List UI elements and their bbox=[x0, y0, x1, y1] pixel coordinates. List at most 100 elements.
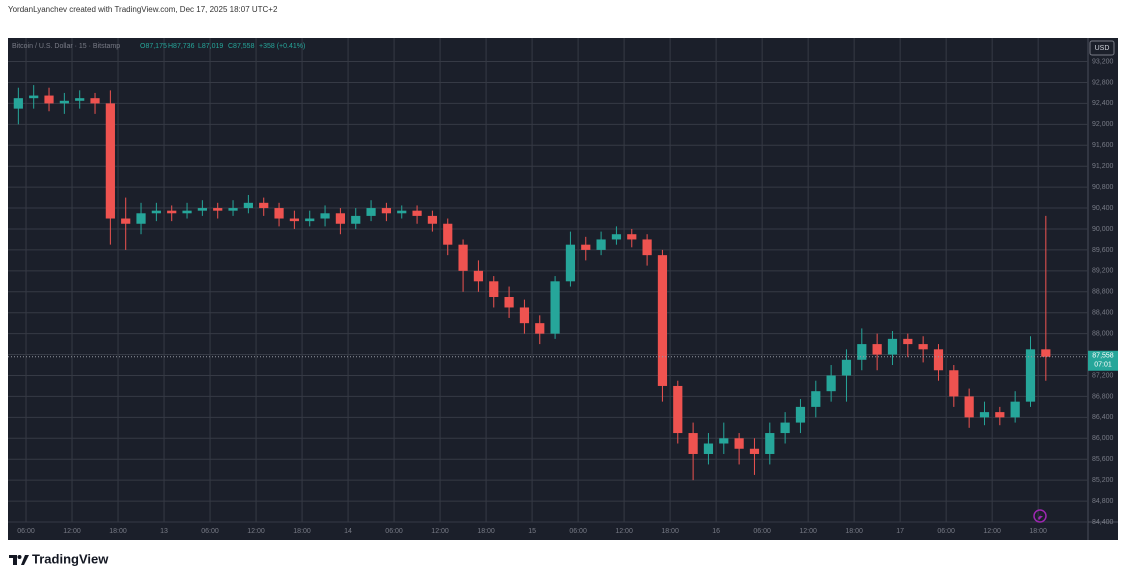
candles bbox=[13, 85, 1051, 481]
x-tick-label: 18:00 bbox=[477, 528, 495, 535]
x-tick-label: 06:00 bbox=[569, 528, 587, 535]
last-price-box bbox=[1088, 350, 1118, 371]
x-tick-label: 06:00 bbox=[753, 528, 771, 535]
candle-body bbox=[519, 307, 530, 324]
x-tick-label: 18:00 bbox=[845, 528, 863, 535]
candle-body bbox=[259, 202, 269, 209]
candle-body bbox=[857, 344, 867, 360]
candle-body bbox=[611, 234, 622, 240]
candle-body bbox=[473, 270, 484, 282]
legend-change: +358 (+0.41%) bbox=[259, 43, 305, 50]
candle-body bbox=[274, 208, 284, 219]
y-tick-label: 86,800 bbox=[1092, 393, 1114, 400]
candle-body bbox=[949, 370, 959, 397]
x-tick-label: 12:00 bbox=[247, 528, 265, 535]
candle-body bbox=[167, 210, 177, 214]
y-tick-label: 84,400 bbox=[1092, 519, 1114, 526]
attribution: YordanLyanchev created with TradingView.… bbox=[8, 5, 278, 14]
candle-body bbox=[749, 448, 760, 454]
x-tick-label: 14 bbox=[344, 528, 352, 535]
overlay: Bitcoin / U.S. Dollar · 15 · Bitstamp O8… bbox=[8, 40, 1118, 523]
x-tick-label: 12:00 bbox=[983, 528, 1001, 535]
candle-body bbox=[872, 344, 882, 355]
candle-body bbox=[489, 281, 499, 298]
candle-body bbox=[642, 239, 652, 256]
candle-body bbox=[657, 255, 668, 386]
legend-close: C87,558 bbox=[228, 43, 255, 50]
replay-icon[interactable] bbox=[1033, 509, 1047, 523]
candle-body bbox=[136, 213, 146, 224]
x-tick-label: 15 bbox=[528, 528, 536, 535]
candle-body bbox=[1025, 349, 1036, 402]
candle-body bbox=[121, 218, 131, 224]
x-tick-label: 13 bbox=[160, 528, 168, 535]
x-tick-label: 18:00 bbox=[661, 528, 679, 535]
y-tick-label: 87,200 bbox=[1092, 372, 1114, 379]
symbol-title: Bitcoin / U.S. Dollar · 15 · Bitstamp bbox=[12, 43, 120, 50]
candle-body bbox=[719, 438, 729, 444]
candle-body bbox=[979, 412, 990, 418]
candle-body bbox=[443, 223, 453, 245]
y-tick-label: 88,400 bbox=[1092, 310, 1114, 317]
candle-body bbox=[565, 244, 576, 282]
candle-body bbox=[29, 95, 39, 99]
currency-box[interactable] bbox=[1089, 40, 1115, 56]
candle-body bbox=[933, 349, 944, 371]
y-tick-label: 89,200 bbox=[1092, 268, 1114, 275]
y-tick-label: 88,000 bbox=[1092, 330, 1114, 337]
candle-body bbox=[535, 323, 545, 334]
y-tick-label: 84,800 bbox=[1092, 498, 1114, 505]
candle-body bbox=[964, 396, 974, 418]
candle-body bbox=[1010, 401, 1020, 418]
footer-brand: TradingView bbox=[32, 551, 109, 566]
y-tick-label: 90,800 bbox=[1092, 184, 1114, 191]
y-tick-label: 91,200 bbox=[1092, 163, 1114, 170]
candle-body bbox=[335, 213, 345, 224]
candle-body bbox=[780, 422, 790, 434]
candle-body bbox=[412, 210, 422, 216]
candle-body bbox=[995, 412, 1005, 418]
candle-body bbox=[228, 208, 238, 211]
y-tick-label: 88,800 bbox=[1092, 289, 1114, 296]
candle-body bbox=[213, 208, 223, 211]
x-tick-label: 18:00 bbox=[109, 528, 127, 535]
candle-body bbox=[90, 98, 100, 104]
candle-body bbox=[673, 385, 683, 434]
candle-body bbox=[289, 218, 299, 222]
candle-body bbox=[581, 244, 591, 250]
x-tick-label: 06:00 bbox=[17, 528, 35, 535]
x-tick-label: 12:00 bbox=[799, 528, 817, 535]
x-tick-label: 16 bbox=[712, 528, 720, 535]
candle-body bbox=[765, 433, 775, 454]
candle-body bbox=[381, 208, 392, 214]
candle-body bbox=[811, 391, 821, 407]
y-tick-label: 92,800 bbox=[1092, 79, 1114, 86]
legend-high: H87,736 bbox=[168, 43, 195, 50]
y-tick-label: 89,600 bbox=[1092, 247, 1114, 254]
x-tick-label: 12:00 bbox=[63, 528, 81, 535]
candle-body bbox=[427, 215, 438, 224]
candle-body bbox=[903, 338, 913, 345]
candle-body bbox=[734, 438, 744, 449]
x-tick-label: 12:00 bbox=[615, 528, 633, 535]
last-price-label: 87,558 bbox=[1092, 353, 1114, 360]
candle-body bbox=[351, 215, 361, 224]
candle-body bbox=[688, 433, 698, 454]
footer-logo bbox=[9, 555, 29, 565]
x-tick-label: 18:00 bbox=[293, 528, 311, 535]
candle-body bbox=[918, 344, 928, 350]
candle-body bbox=[458, 244, 468, 271]
candle-body bbox=[366, 208, 376, 216]
candle-body bbox=[627, 234, 637, 240]
candle-body bbox=[887, 338, 898, 355]
x-tick-label: 06:00 bbox=[385, 528, 403, 535]
y-tick-label: 92,400 bbox=[1092, 100, 1114, 107]
candle-body bbox=[151, 210, 161, 214]
x-tick-label: 17 bbox=[896, 528, 904, 535]
chart-background bbox=[8, 38, 1118, 540]
y-tick-label: 93,200 bbox=[1092, 58, 1114, 65]
x-tick-label: 12:00 bbox=[431, 528, 449, 535]
x-tick-label: 06:00 bbox=[201, 528, 219, 535]
currency: USD bbox=[1095, 45, 1110, 52]
y-tick-label: 90,000 bbox=[1092, 226, 1114, 233]
